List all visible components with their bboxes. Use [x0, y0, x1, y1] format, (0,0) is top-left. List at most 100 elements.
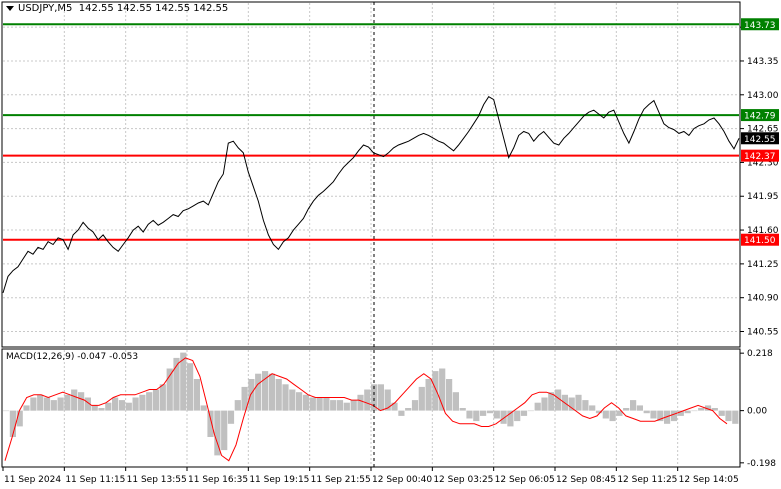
macd-header: MACD(12,26,9) -0.047 -0.053	[6, 352, 139, 362]
macd-histogram-bar	[425, 379, 432, 411]
macd-histogram-bar	[377, 384, 384, 411]
macd-histogram-bar	[9, 410, 16, 437]
macd-histogram-bar	[255, 373, 262, 411]
price-line	[2, 96, 740, 294]
macd-histogram-bar	[357, 394, 364, 411]
time-tick-label: 11 Sep 19:15	[249, 475, 309, 485]
price-tick-label: 143.00	[747, 91, 779, 101]
macd-histogram-bar	[71, 389, 78, 411]
symbol-label: USDJPY,M5	[18, 3, 73, 14]
macd-histogram-bar	[166, 368, 173, 411]
macd-signal-line	[4, 357, 728, 462]
macd-histogram-bar	[50, 400, 57, 411]
time-tick-label: 12 Sep 14:05	[679, 475, 739, 485]
macd-histogram-bar	[684, 410, 691, 414]
resistance-high-tag: 143.73	[741, 18, 779, 31]
macd-histogram-bar	[200, 405, 207, 411]
support-low-tag-label: 141.50	[744, 236, 776, 246]
current-price-tag-label: 142.55	[744, 135, 776, 145]
price-tick-label: 141.25	[747, 260, 779, 270]
macd-histogram-bar	[418, 386, 425, 411]
macd-histogram-bar	[575, 394, 582, 411]
macd-histogram-bar	[84, 397, 91, 411]
axes: 143.70143.35143.00142.65142.30141.95141.…	[2, 23, 779, 485]
macd-histogram-bar	[391, 402, 398, 411]
macd-histogram-bar	[207, 410, 214, 437]
macd-histogram-bar	[459, 408, 466, 411]
macd-histogram-bar	[180, 352, 187, 411]
macd-histogram-bar	[405, 408, 412, 411]
macd-histogram-bar	[616, 410, 623, 416]
price-tick-label: 140.90	[747, 294, 779, 304]
macd-histogram-bar	[650, 410, 657, 419]
macd-histogram-bar	[227, 410, 235, 424]
macd-histogram-bar	[520, 410, 528, 416]
macd-histogram-bar	[262, 371, 269, 411]
macd-histogram-bar	[541, 397, 548, 411]
macd-histogram-bar	[691, 410, 698, 412]
macd-histogram-bar	[43, 397, 51, 411]
macd-histogram-bar	[493, 410, 500, 419]
macd-series	[3, 352, 739, 462]
macd-histogram-bar	[91, 405, 98, 411]
dropdown-triangle-icon[interactable]	[6, 5, 14, 11]
macd-histogram-bar	[350, 400, 357, 411]
macd-histogram-bar	[316, 397, 323, 411]
macd-histogram-bar	[302, 394, 310, 411]
macd-histogram-bar	[78, 392, 85, 411]
macd-tick-label: -0.198	[747, 459, 776, 469]
support-tag: 142.37	[741, 149, 779, 162]
macd-histogram-bar	[30, 397, 37, 411]
macd-histogram-bar	[466, 410, 473, 419]
macd-histogram-bar	[507, 410, 514, 427]
macd-histogram-bar	[446, 379, 453, 411]
macd-histogram-bar	[275, 379, 282, 411]
macd-histogram-bar	[364, 389, 371, 411]
macd-histogram-bar	[173, 357, 180, 411]
macd-histogram-bar	[384, 389, 391, 411]
macd-histogram-bar	[411, 400, 419, 411]
macd-histogram-bar	[398, 410, 405, 416]
time-tick-label: 11 Sep 2024	[4, 475, 61, 485]
macd-histogram-bar	[664, 410, 671, 424]
macd-histogram-bar	[336, 400, 344, 411]
macd-histogram-bar	[125, 402, 132, 411]
macd-histogram-bar	[609, 410, 616, 422]
macd-histogram-bar	[112, 397, 119, 411]
macd-histogram-bar	[23, 405, 30, 411]
price-tick-label: 142.30	[747, 158, 779, 168]
macd-histogram-bar	[657, 410, 664, 422]
macd-histogram-bar	[323, 397, 330, 411]
macd-histogram-bar	[309, 397, 316, 411]
macd-histogram-bar	[568, 397, 575, 411]
macd-histogram-bar	[439, 368, 446, 411]
support-tag-label: 142.37	[744, 152, 776, 162]
time-tick-label: 12 Sep 03:25	[433, 475, 493, 485]
chart-header: USDJPY,M5 142.55 142.55 142.55 142.55	[6, 3, 228, 14]
macd-histogram-bar	[500, 410, 507, 424]
macd-histogram-bar	[630, 400, 637, 411]
macd-histogram-bar	[241, 386, 248, 411]
macd-histogram-bar	[152, 389, 160, 411]
resistance-tag: 142.79	[741, 109, 779, 122]
time-tick-label: 12 Sep 08:45	[556, 475, 616, 485]
macd-histogram-bar	[248, 379, 255, 411]
macd-histogram-bar	[221, 410, 228, 451]
time-tick-label: 11 Sep 13:55	[127, 475, 187, 485]
macd-histogram-bar	[473, 410, 480, 422]
macd-histogram-bar	[132, 397, 139, 411]
price-tick-label: 143.35	[747, 57, 779, 67]
macd-histogram-bar	[670, 410, 678, 422]
macd-histogram-bar	[452, 392, 459, 411]
macd-histogram-bar	[16, 410, 23, 427]
macd-histogram-bar	[582, 400, 589, 411]
macd-histogram-bar	[589, 405, 596, 411]
price-tick-label: 141.95	[747, 192, 779, 202]
macd-histogram-bar	[718, 410, 725, 416]
price-tick-label: 140.55	[747, 328, 779, 338]
macd-histogram-bar	[595, 410, 603, 414]
macd-tick-label: 0.00	[747, 407, 767, 417]
macd-histogram-bar	[480, 410, 487, 416]
